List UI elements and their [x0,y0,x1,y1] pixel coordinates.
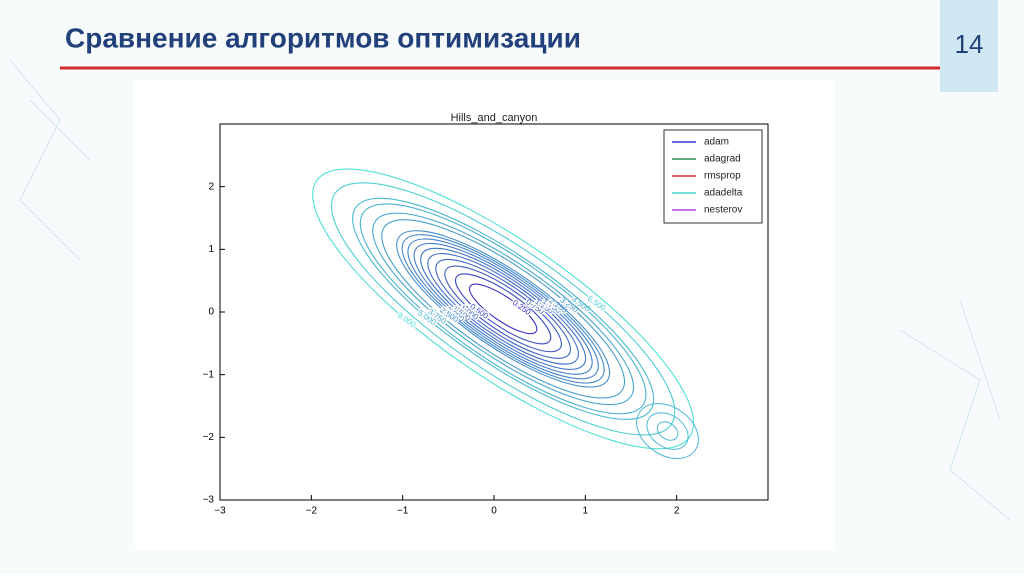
contour-line [359,203,647,415]
legend-label: nesterov [704,205,742,216]
contour-line [312,168,695,450]
contour-line [396,230,611,388]
x-tick-label: 0 [491,506,497,517]
legend-label: rmsprop [704,171,741,182]
legend-label: adam [704,137,729,148]
contour-line [454,273,552,345]
legend-label: adagrad [704,154,741,165]
y-tick-label: −1 [203,369,215,380]
x-tick-label: −2 [306,506,318,517]
contour-line [372,212,635,406]
contour-line [427,253,579,365]
contour-line [401,234,605,384]
slide-title: Сравнение алгоритмов оптимизации [65,22,581,53]
y-tick-label: −2 [203,432,215,443]
contour-line [468,283,538,335]
x-tick-label: −3 [214,506,226,517]
contour-line [413,242,593,375]
x-tick-label: 1 [583,506,589,517]
basin-contour [636,403,699,460]
page-number: 14 [955,29,984,59]
axes: −3 −2 −1 0 1 2 −3 −2 −1 0 1 2 [203,181,680,516]
x-tick-label: −1 [397,506,409,517]
contour-line [407,238,599,380]
legend: adam adagrad rmsprop adadelta nesterov [663,129,763,224]
y-tick-label: −3 [203,495,215,506]
contour-line [420,247,587,370]
decoration [9,59,1011,521]
basin-contour [656,421,679,441]
basin-contour [646,412,689,450]
contour-line [435,258,572,359]
y-tick-label: 2 [208,181,214,192]
contour-line [444,265,562,353]
y-tick-label: 1 [208,244,214,255]
legend-label: adadelta [704,188,743,199]
y-tick-label: 0 [208,307,214,318]
page-badge [940,0,998,92]
x-tick-label: 2 [674,506,680,517]
chart-title: Hills_and_canyon [451,112,538,124]
contour-line [381,219,626,399]
contour-line [352,197,655,420]
